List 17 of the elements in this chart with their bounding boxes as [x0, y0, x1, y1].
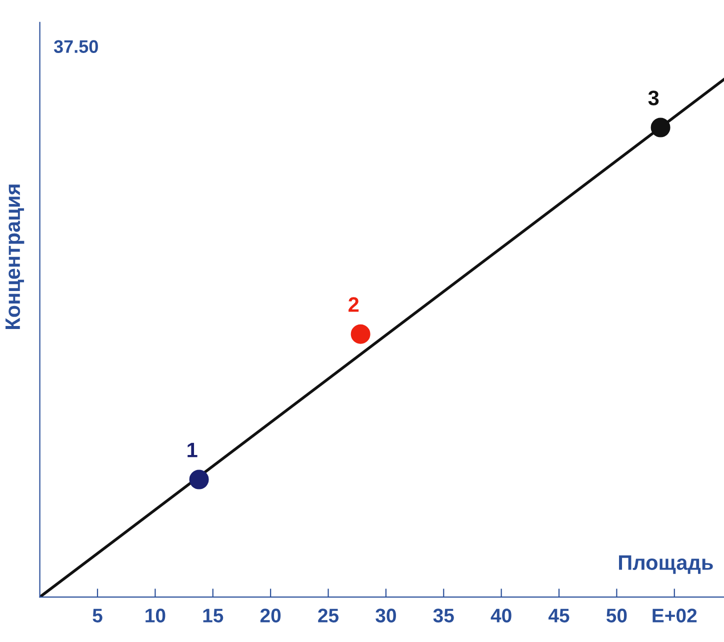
- series-label: 1: [188, 442, 198, 458]
- x-tick-label: 5: [92, 608, 102, 622]
- x-tick-label: 35: [433, 608, 454, 622]
- x-tick-label: 15: [203, 608, 224, 622]
- x-tick-label: 45: [548, 608, 570, 622]
- x-axis-title: Площадь: [619, 555, 713, 574]
- series-label: 2: [348, 297, 359, 312]
- x-tick-label: 20: [260, 608, 281, 622]
- x-tick-label: 50: [606, 608, 627, 622]
- x-tick-label: 40: [490, 608, 512, 622]
- x-tick-label: 30: [376, 608, 396, 622]
- text: 37.50: [54, 40, 98, 53]
- x-tick-label: 25: [318, 608, 339, 622]
- series-label: 3: [648, 90, 659, 106]
- y-axis-title: Концентрация: [6, 184, 24, 330]
- x-tick-label: 10: [146, 608, 166, 622]
- x-tick-label: E+02: [652, 608, 697, 622]
